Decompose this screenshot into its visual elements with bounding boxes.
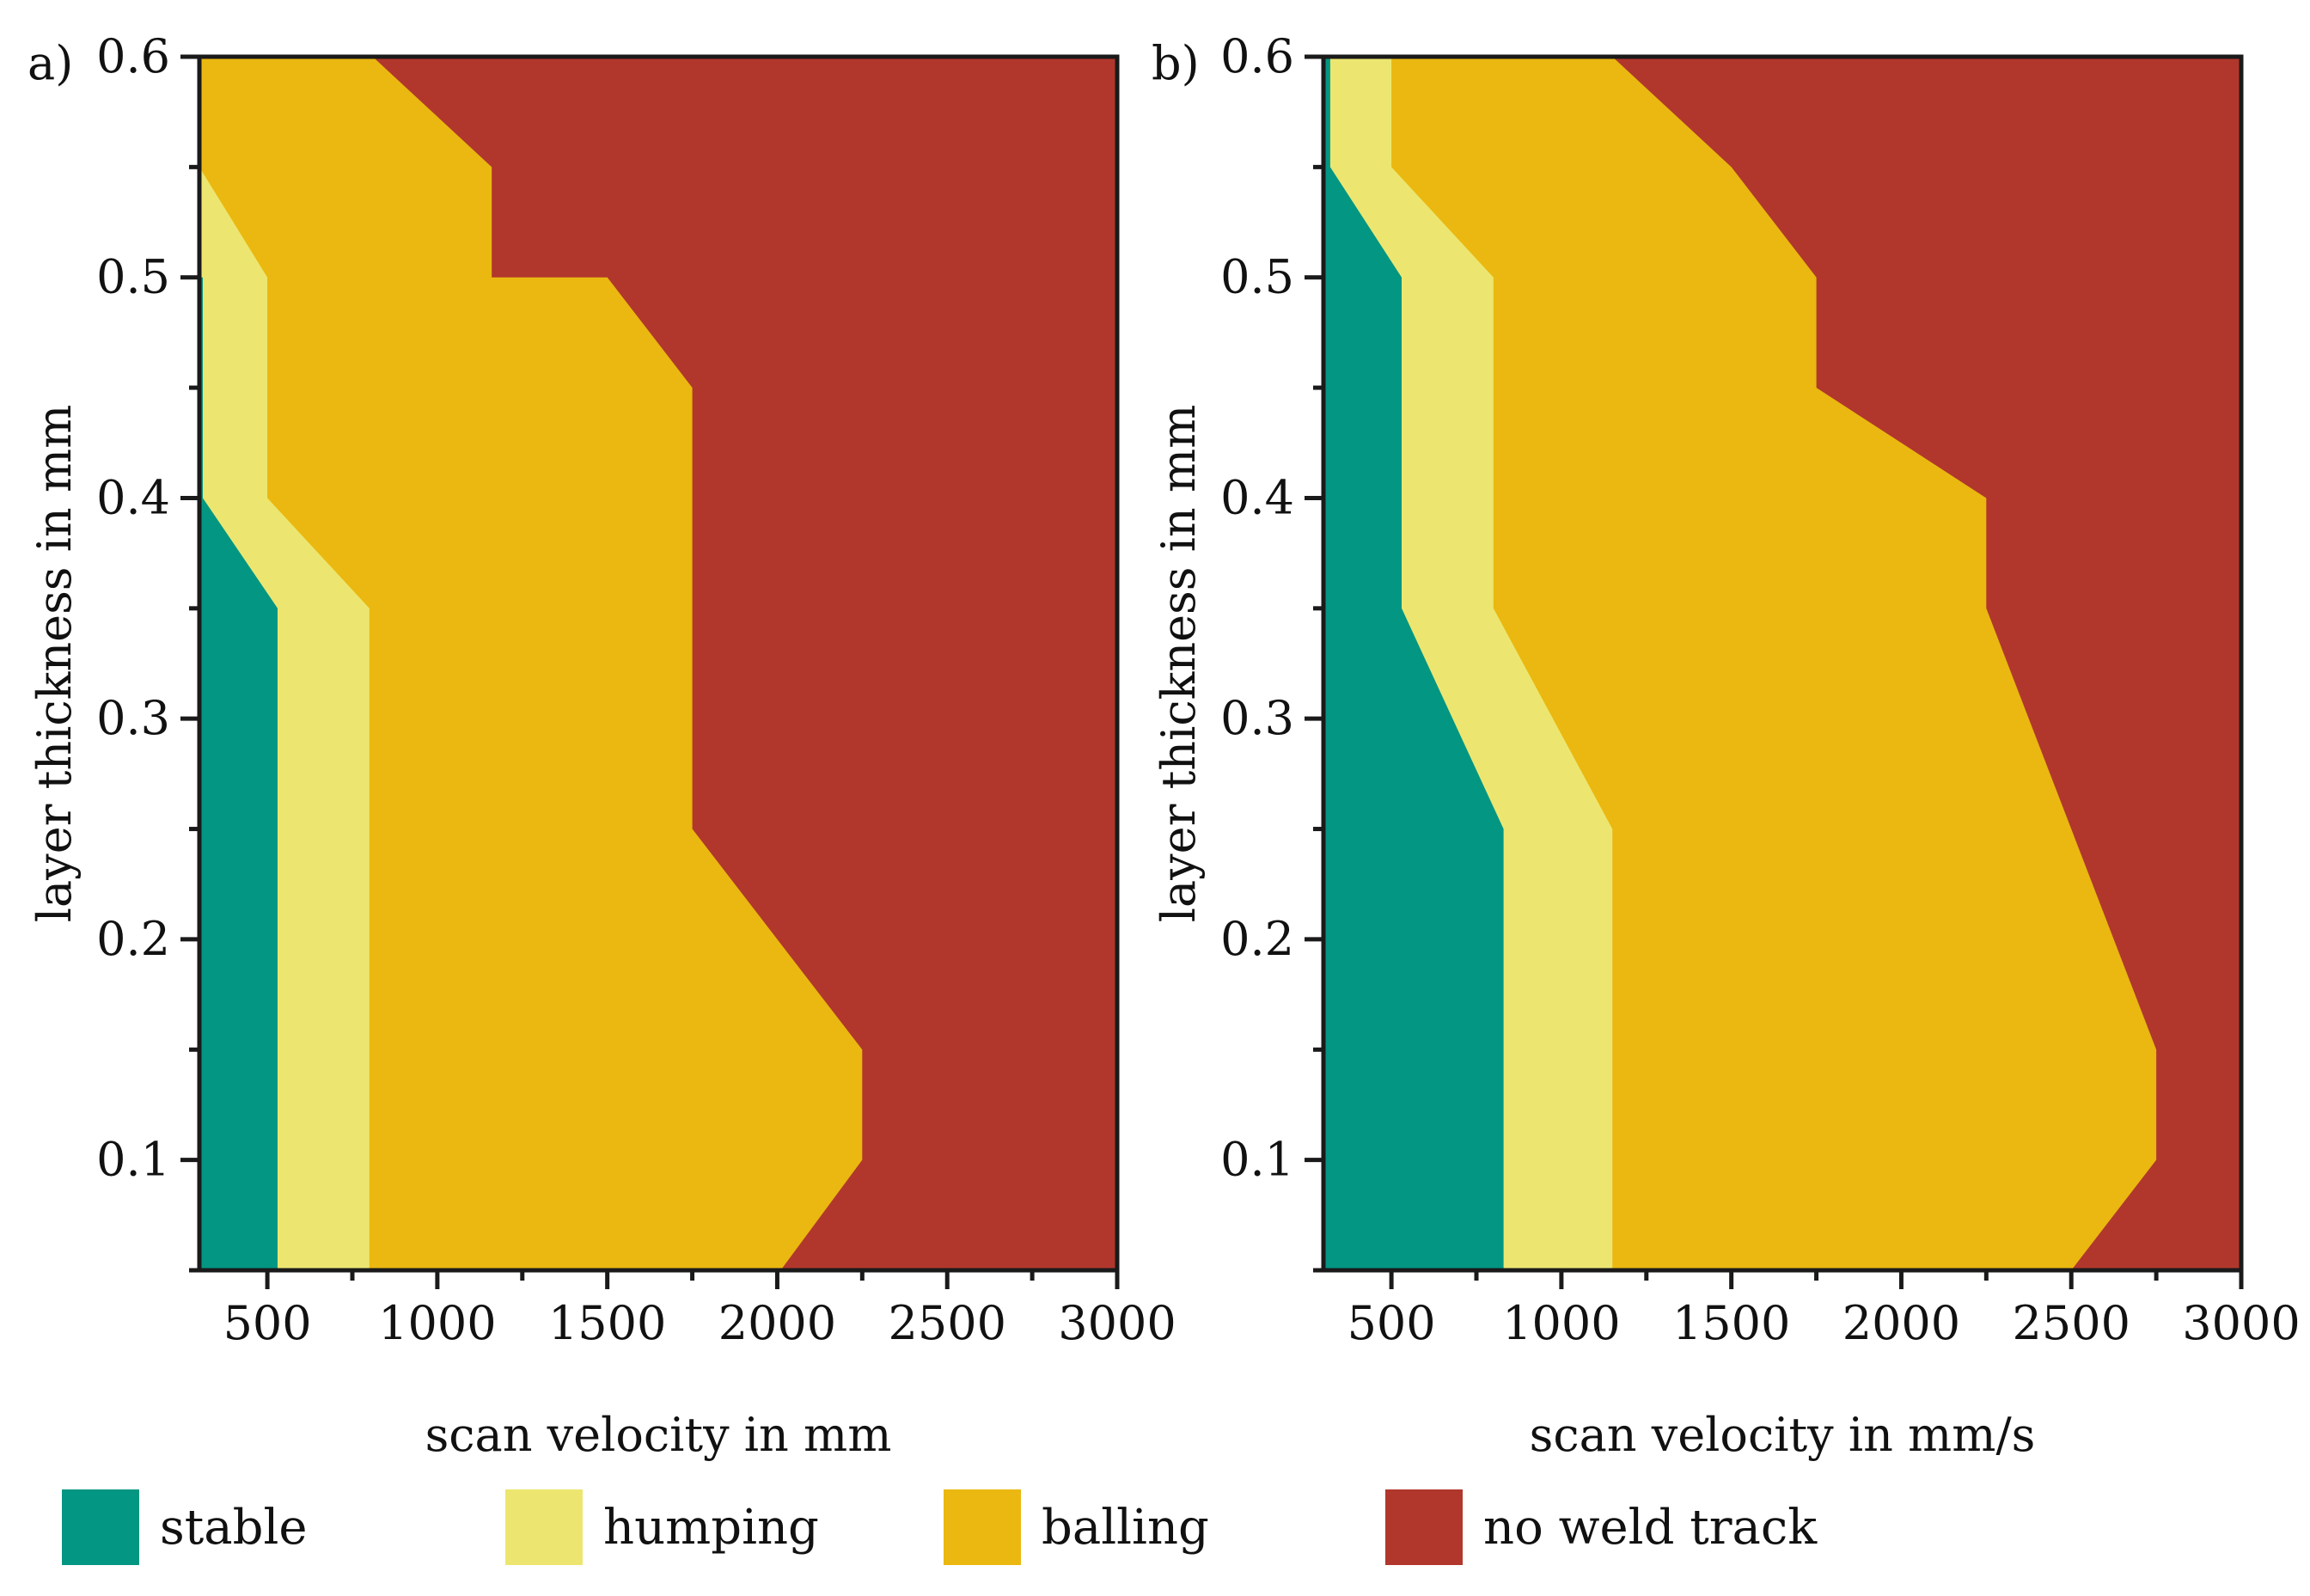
x-tick-label: 2000 — [1842, 1296, 1960, 1350]
x-tick-label: 500 — [1348, 1296, 1436, 1350]
y-axis-title: layer thickness in mm — [1152, 405, 1206, 923]
x-tick-label: 1500 — [548, 1296, 666, 1350]
legend-swatch-no-weld-track — [1385, 1489, 1463, 1565]
y-tick-label: 0.4 — [1220, 470, 1294, 524]
legend-label: balling — [1042, 1500, 1209, 1556]
y-axis: 0.1 0.2 0.3 0.4 0.5 0.6 layer thickness in mm — [1152, 29, 1323, 1273]
regions — [199, 57, 1117, 1271]
x-tick-label: 2000 — [718, 1296, 836, 1350]
x-tick-label: 2500 — [889, 1296, 1006, 1350]
legend-label: humping — [603, 1500, 819, 1556]
panel-b: 500 1000 1500 2000 2500 3000 scan velocity in … — [1152, 29, 2301, 1462]
legend-label: stable — [160, 1500, 308, 1556]
plot-frame — [197, 54, 1120, 1273]
x-tick-label: 1000 — [1502, 1296, 1620, 1350]
panel-letter: b) — [1152, 36, 1200, 90]
x-axis: 500 1000 1500 2000 2500 3000 scan velocity in … — [223, 1270, 1176, 1462]
x-axis-title: scan velocity in mm — [425, 1408, 892, 1462]
y-tick-label: 0.2 — [96, 912, 170, 966]
y-tick-label: 0.6 — [96, 29, 170, 83]
y-tick-label: 0.6 — [1220, 29, 1294, 83]
plot-frame — [1321, 54, 2244, 1273]
region-stable — [199, 277, 278, 1271]
x-tick-label: 1500 — [1672, 1296, 1790, 1350]
y-tick-label: 0.2 — [1220, 912, 1294, 966]
regions — [1323, 57, 2241, 1270]
legend-swatch-balling — [944, 1489, 1021, 1565]
y-tick-label: 0.1 — [1220, 1133, 1294, 1187]
x-tick-label: 1000 — [378, 1296, 496, 1350]
x-axis-title: scan velocity in mm/s — [1530, 1408, 2036, 1462]
legend-swatch-stable — [62, 1489, 139, 1565]
panel-a: 500 1000 1500 2000 2500 3000 scan velocity in … — [28, 29, 1176, 1462]
x-tick-label: 3000 — [1058, 1296, 1176, 1350]
y-axis-title: layer thickness in mm — [28, 405, 82, 923]
y-tick-label: 0.3 — [1220, 691, 1294, 745]
y-tick-label: 0.5 — [96, 250, 170, 304]
x-tick-label: 2500 — [2013, 1296, 2130, 1350]
x-axis: 500 1000 1500 2000 2500 3000 scan velocity in … — [1348, 1270, 2301, 1462]
legend-label: no weld track — [1483, 1500, 1818, 1556]
legend-swatch-humping — [505, 1489, 583, 1565]
legend: stable humping balling no weld track — [62, 1489, 1818, 1565]
y-tick-label: 0.1 — [96, 1133, 170, 1187]
x-tick-label: 3000 — [2182, 1296, 2300, 1350]
y-axis: 0.1 0.2 0.3 0.4 0.5 0.6 layer thickness in mm — [28, 29, 199, 1273]
panel-letter: a) — [28, 36, 73, 90]
y-tick-label: 0.3 — [96, 691, 170, 745]
y-tick-label: 0.5 — [1220, 250, 1294, 304]
y-tick-label: 0.4 — [96, 470, 170, 524]
region-stable — [1323, 57, 1504, 1270]
x-tick-label: 500 — [223, 1296, 312, 1350]
